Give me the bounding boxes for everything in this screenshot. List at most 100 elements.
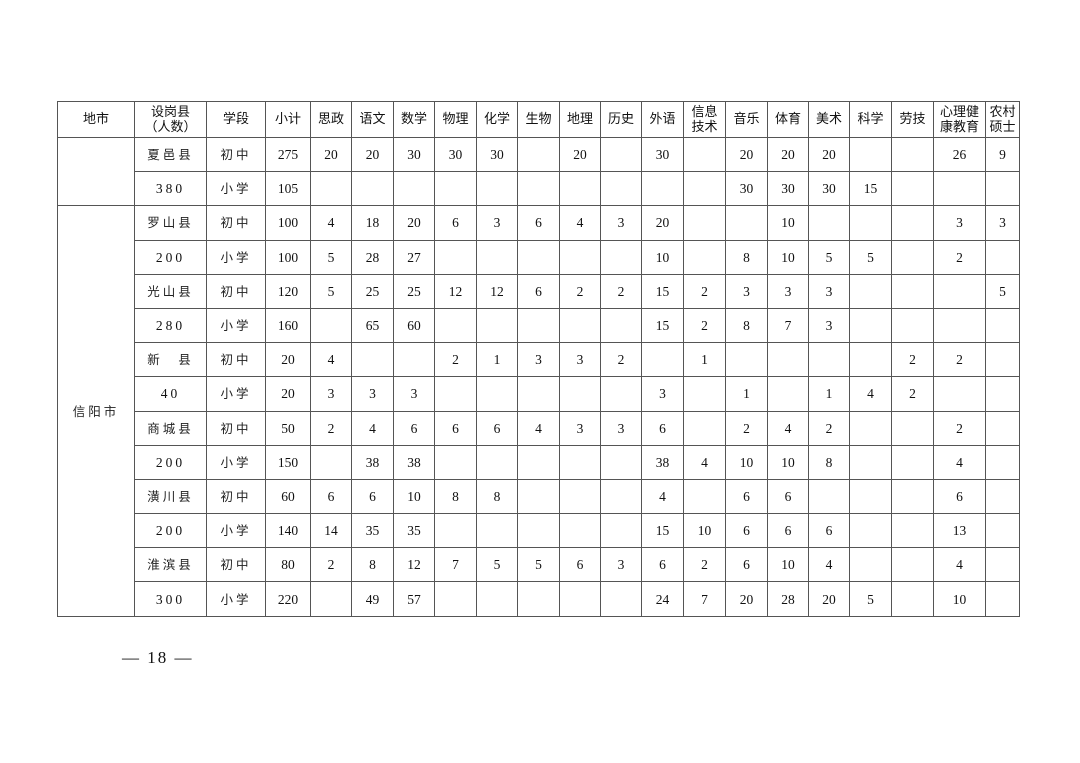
- value-cell: 15: [641, 273, 684, 309]
- value-cell: [985, 410, 1020, 446]
- value-cell: 6: [641, 547, 684, 583]
- value-cell: 5: [310, 239, 352, 275]
- value-cell: 60: [265, 478, 311, 515]
- value-cell: [683, 410, 726, 446]
- value-cell: [891, 478, 934, 515]
- value-cell: [985, 307, 1020, 344]
- value-cell: [683, 205, 726, 241]
- value-cell: [933, 171, 986, 207]
- value-cell: 8: [725, 239, 768, 275]
- table-row: 200 小学 100 5 28 27 10 8 10 5 5 2: [58, 239, 1020, 275]
- table-row: 新 县初中 20 4 2 1 3 3 2 1 2 2: [58, 342, 1020, 378]
- value-cell: 20: [351, 136, 394, 173]
- value-cell: 4: [683, 444, 726, 480]
- value-cell: 7: [434, 547, 477, 583]
- value-cell: [767, 376, 809, 412]
- stage-cell: 初中: [206, 342, 266, 378]
- value-cell: 65: [351, 307, 394, 344]
- value-cell: [434, 171, 477, 207]
- value-cell: [559, 376, 601, 412]
- value-cell: 2: [600, 342, 642, 378]
- value-cell: 10: [393, 478, 435, 515]
- value-cell: 26: [933, 136, 986, 173]
- value-cell: [434, 307, 477, 344]
- value-cell: 2: [933, 342, 986, 378]
- value-cell: 20: [265, 342, 311, 378]
- stage-cell: 小学: [206, 171, 266, 207]
- value-cell: [641, 342, 684, 378]
- value-cell: 6: [808, 513, 850, 549]
- stage-cell: 小学: [206, 581, 266, 617]
- value-cell: 30: [476, 136, 518, 173]
- value-cell: [517, 239, 560, 275]
- value-cell: 30: [767, 171, 809, 207]
- value-cell: [767, 342, 809, 378]
- county-cell: 380: [134, 171, 207, 207]
- city-cell: [57, 136, 135, 207]
- value-cell: 5: [310, 273, 352, 309]
- value-cell: [985, 376, 1020, 412]
- county-cell: 罗山县: [134, 205, 207, 241]
- stage-cell: 初中: [206, 136, 266, 173]
- value-cell: [351, 342, 394, 378]
- column-header: 语文: [351, 101, 394, 138]
- value-cell: [476, 581, 518, 617]
- value-cell: [393, 171, 435, 207]
- value-cell: [434, 376, 477, 412]
- value-cell: 12: [476, 273, 518, 309]
- value-cell: 2: [310, 547, 352, 583]
- value-cell: [683, 478, 726, 515]
- value-cell: 2: [600, 273, 642, 309]
- column-header: 化学: [476, 101, 518, 138]
- value-cell: 30: [808, 171, 850, 207]
- value-cell: [517, 478, 560, 515]
- value-cell: 4: [933, 444, 986, 480]
- column-header: 体育: [767, 101, 809, 138]
- value-cell: [600, 171, 642, 207]
- value-cell: 10: [933, 581, 986, 617]
- value-cell: 6: [559, 547, 601, 583]
- value-cell: [933, 307, 986, 344]
- value-cell: [849, 547, 892, 583]
- value-cell: 8: [434, 478, 477, 515]
- value-cell: 12: [393, 547, 435, 583]
- value-cell: 1: [683, 342, 726, 378]
- column-header: 小计: [265, 101, 311, 138]
- page-number: — 18 —: [122, 648, 194, 667]
- value-cell: 3: [933, 205, 986, 241]
- value-cell: [891, 239, 934, 275]
- county-cell: 300: [134, 581, 207, 617]
- table-row: 商城县 初中 50 2 4 6 6 6 4 3 3 6 2 4 2 2: [58, 410, 1020, 446]
- value-cell: 8: [476, 478, 518, 515]
- value-cell: 10: [767, 205, 809, 241]
- county-cell: 商城县: [134, 410, 207, 446]
- value-cell: 6: [725, 478, 768, 515]
- value-cell: 20: [725, 136, 768, 173]
- value-cell: 30: [393, 136, 435, 173]
- value-cell: 28: [767, 581, 809, 617]
- value-cell: 2: [808, 410, 850, 446]
- table-row: 40 小学 20 3 3 3 3 1 1 4 2: [58, 376, 1020, 412]
- value-cell: [600, 239, 642, 275]
- value-cell: 28: [351, 239, 394, 275]
- value-cell: [985, 581, 1020, 617]
- stage-cell: 初中: [206, 547, 266, 583]
- table-header-row: 地市 设岗县 （人数） 学段 小计 思政 语文 数学 物理 化学 生物 地理 历史 外语 信息 技术 音乐体…: [57, 101, 1020, 138]
- value-cell: 4: [767, 410, 809, 446]
- table-row: 潢川县 初中 60 6 6 10 8 8 4 6 6 6: [58, 478, 1020, 515]
- value-cell: [683, 239, 726, 275]
- value-cell: 3: [600, 547, 642, 583]
- value-cell: [849, 307, 892, 344]
- county-cell: 新 县: [134, 342, 207, 378]
- value-cell: 2: [434, 342, 477, 378]
- value-cell: 2: [683, 273, 726, 309]
- value-cell: [434, 513, 477, 549]
- value-cell: 6: [933, 478, 986, 515]
- value-cell: 6: [767, 513, 809, 549]
- value-cell: [849, 273, 892, 309]
- city-cell: 信阳市: [57, 205, 135, 617]
- value-cell: 6: [434, 410, 477, 446]
- value-cell: 2: [683, 307, 726, 344]
- value-cell: 220: [265, 581, 311, 617]
- column-header: 科学: [849, 101, 892, 138]
